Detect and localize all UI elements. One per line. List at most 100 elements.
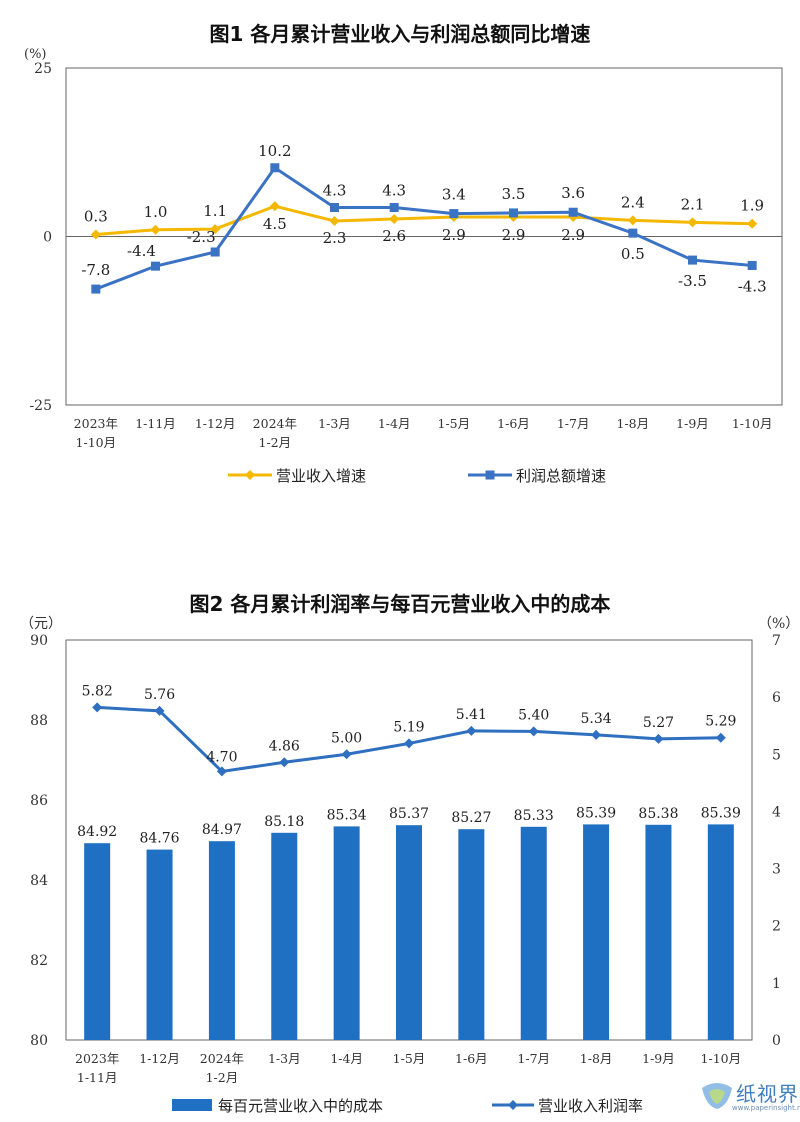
chart2-bar xyxy=(583,824,610,1040)
chart2-line-label: 5.34 xyxy=(581,711,612,727)
chart2-x-tick: 1-10月 xyxy=(701,1051,742,1066)
chart2-y-unit-right: （%） xyxy=(758,616,799,632)
chart1-point-profit xyxy=(330,203,339,213)
chart1-label-profit: 3.4 xyxy=(442,186,466,204)
chart2-legend-label-bar: 每百元营业收入中的成本 xyxy=(218,1097,383,1115)
chart2-bar-label: 84.76 xyxy=(139,831,179,847)
chart2-bar-label: 85.39 xyxy=(701,805,741,821)
chart2-x-tick: 1-8月 xyxy=(580,1051,613,1066)
chart1-x-tick: 1-3月 xyxy=(318,416,351,431)
chart2-bar xyxy=(645,824,672,1040)
chart2-bar-label: 85.39 xyxy=(576,805,616,821)
chart2-line-point xyxy=(279,757,290,768)
chart2-y-tick-right: 4 xyxy=(772,804,781,820)
chart2-svg: （元） （%） 90 88 86 84 82 80 7 6 5 4 3 2 1 0 2023年 1-11月 1-12… xyxy=(20,616,799,1115)
chart1-label-revenue: 2.9 xyxy=(502,226,526,244)
chart1-label-profit: 3.5 xyxy=(502,185,526,203)
chart1-x-tick: 1-10月 xyxy=(76,435,117,450)
chart2-y-tick-right: 1 xyxy=(772,976,781,992)
chart2-line-point xyxy=(591,729,602,740)
chart2-y-tick-right: 2 xyxy=(772,919,781,935)
chart2-y-tick-right: 5 xyxy=(772,747,781,763)
chart2-bar-label: 85.27 xyxy=(451,810,491,826)
watermark-name: 纸视界 xyxy=(736,1082,799,1106)
chart2-bar xyxy=(458,829,485,1040)
chart2-y-tick-right: 3 xyxy=(772,862,781,878)
chart1-point-revenue xyxy=(389,213,400,224)
chart2-line-point xyxy=(154,705,165,716)
chart1-x-tick: 1-6月 xyxy=(497,416,530,431)
chart2-line-point xyxy=(653,733,664,744)
chart1-title: 图1 各月累计营业收入与利润总额同比增速 xyxy=(209,22,591,46)
chart1-label-revenue: 4.5 xyxy=(263,215,287,233)
chart2-line-label: 5.82 xyxy=(82,683,113,699)
chart1-x-tick: 2024年 xyxy=(253,416,297,431)
chart2-y-tick-left: 88 xyxy=(30,713,48,729)
chart2-line-label: 4.70 xyxy=(206,749,237,765)
chart2-x-tick: 1-3月 xyxy=(268,1051,301,1066)
chart2-line-label: 5.40 xyxy=(518,707,549,723)
chart2-line-point xyxy=(466,725,477,736)
chart2-bar xyxy=(271,832,298,1040)
chart2-bar xyxy=(396,825,422,1040)
chart2-y-tick-left: 90 xyxy=(30,633,48,649)
chart1-point-profit xyxy=(747,260,757,270)
chart2-line-label: 5.41 xyxy=(456,707,487,723)
chart2-line-point xyxy=(528,726,539,737)
chart2-bar-label: 85.38 xyxy=(638,806,678,822)
chart1-label-profit: 10.2 xyxy=(258,142,291,160)
chart1-label-profit: 0.5 xyxy=(621,245,645,263)
chart1-point-revenue xyxy=(269,201,280,212)
chart1-legend-marker-profit xyxy=(485,470,495,480)
chart2-bar xyxy=(520,826,547,1040)
chart1-label-profit: 4.3 xyxy=(323,182,347,200)
chart2-legend-swatch-bar xyxy=(172,1099,212,1111)
chart2-bar-label: 85.18 xyxy=(264,814,304,830)
chart1-point-profit xyxy=(688,255,697,265)
chart1-x-tick: 1-12月 xyxy=(195,416,236,431)
chart1-x-tick: 1-4月 xyxy=(378,416,411,431)
chart2-y-tick-right: 7 xyxy=(772,633,781,649)
chart2-y-tick-left: 82 xyxy=(30,953,48,969)
chart2-line-point xyxy=(92,702,103,713)
chart1-x-tick: 1-2月 xyxy=(259,435,292,450)
chart2-legend-marker xyxy=(508,1100,518,1110)
chart1-x-tick: 1-11月 xyxy=(135,416,176,431)
chart1-label-profit: -4.4 xyxy=(127,242,156,260)
chart2-y-tick-left: 84 xyxy=(30,873,48,889)
chart2-bar-label: 85.33 xyxy=(514,808,554,824)
chart2-bar-label: 85.34 xyxy=(327,807,367,823)
chart2-x-tick: 1-11月 xyxy=(77,1070,118,1085)
chart1-legend-marker-revenue xyxy=(245,470,255,480)
paperinsight-logo-icon xyxy=(702,1083,732,1109)
chart2-line-label: 5.27 xyxy=(643,715,674,731)
chart1-point-revenue xyxy=(150,224,161,235)
chart2-y-unit-left: （元） xyxy=(20,616,62,632)
chart2-bar-label: 84.97 xyxy=(202,822,242,838)
watermark-url: www.paperinsight.net xyxy=(732,1104,800,1112)
chart1-label-revenue: 2.9 xyxy=(561,226,585,244)
chart1-y-tick: -25 xyxy=(29,398,52,414)
chart1-x-tick: 2023年 xyxy=(74,416,118,431)
chart2-title: 图2 各月累计利润率与每百元营业收入中的成本 xyxy=(189,592,611,616)
chart2-y-tick-right: 0 xyxy=(772,1033,781,1049)
chart2-line-point xyxy=(404,738,414,749)
chart2-bar xyxy=(333,826,360,1040)
chart2-x-tick: 1-4月 xyxy=(330,1051,363,1066)
chart2-legend-label-line: 营业收入利润率 xyxy=(538,1097,643,1115)
chart1-label-revenue: 0.3 xyxy=(84,207,108,225)
chart1-label-profit: 4.3 xyxy=(382,182,406,200)
chart1-point-revenue xyxy=(687,217,698,228)
chart2-x-tick: 1-6月 xyxy=(455,1051,488,1066)
chart1-point-revenue xyxy=(90,229,101,240)
chart1-point-revenue xyxy=(627,215,638,226)
chart1-svg: (%)25 0 -25 2023年 1-10月 1-11月 1-12月 2024年 1-2月 1-… xyxy=(24,47,783,485)
chart1-point-profit xyxy=(210,247,220,257)
chart1-point-profit xyxy=(91,284,101,294)
chart1-y-tick: 0 xyxy=(43,230,52,246)
chart1-point-profit xyxy=(509,208,518,218)
chart1-legend-label-revenue: 营业收入增速 xyxy=(276,467,366,485)
watermark-logo: 纸视界 www.paperinsight.net xyxy=(696,1074,800,1118)
chart2-bar xyxy=(707,824,734,1040)
chart1-x-tick: 1-10月 xyxy=(732,416,773,431)
